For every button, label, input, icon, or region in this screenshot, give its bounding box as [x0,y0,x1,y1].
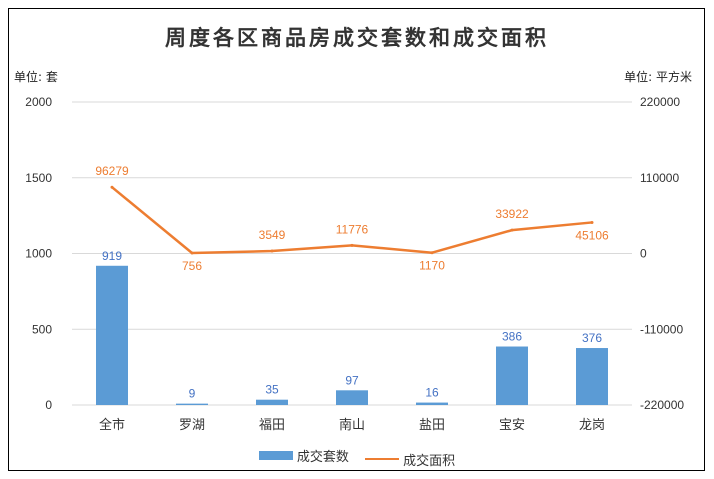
bar [416,402,448,405]
bar [336,390,368,405]
legend-bar-swatch [258,451,293,460]
chart-legend: 成交套数 成交面积 [0,446,714,469]
bar-value-label: 16 [425,386,439,400]
bar [576,348,608,405]
bar-value-label: 386 [502,330,522,344]
left-axis-unit: 单位: 套 [14,70,58,84]
line-value-label: 11776 [336,222,369,236]
category-label: 龙岗 [579,418,605,433]
left-tick-label: 1000 [25,247,52,261]
left-tick-label: 1500 [25,171,52,185]
bar-value-label: 35 [265,383,279,397]
category-label: 宝安 [499,418,525,433]
bar-value-label: 9 [189,387,196,401]
category-label: 罗湖 [179,418,205,433]
legend-item-bar: 成交套数 [258,446,349,465]
bar-value-label: 919 [102,249,122,263]
bar [96,265,128,405]
left-tick-label: 0 [45,398,52,412]
legend-item-line: 成交面积 [365,450,455,469]
line-point [510,228,514,232]
chart-title: 周度各区商品房成交套数和成交面积 [165,25,549,50]
category-label: 南山 [339,417,365,433]
category-label: 福田 [259,418,285,433]
right-axis-unit: 单位: 平方米 [624,70,692,84]
bar-value-label: 97 [345,373,359,387]
right-tick-label: 0 [640,247,647,261]
category-label: 盐田 [419,418,445,433]
legend-line-label: 成交面积 [403,453,456,469]
line-point [430,251,434,255]
right-tick-label: 220000 [640,95,680,109]
line-point [590,220,594,224]
line-value-label: 3549 [259,228,286,242]
line-point [350,243,354,247]
left-tick-label: 2000 [25,95,52,109]
bar [256,399,288,405]
legend-bar-label: 成交套数 [296,450,349,465]
bar [176,403,208,405]
line-point [110,185,114,189]
left-tick-label: 500 [32,322,52,336]
line-point [190,251,194,255]
category-label: 全市 [99,417,125,433]
right-tick-label: -110000 [640,322,683,336]
right-tick-label: 110000 [640,171,679,185]
line-value-label: 756 [182,259,202,273]
line-value-label: 1170 [419,259,445,273]
bar-value-label: 376 [582,331,602,345]
bar [496,346,528,405]
line-point [270,249,274,253]
right-tick-label: -220000 [640,398,684,412]
line-value-label: 33922 [495,207,529,221]
line-value-label: 96279 [95,164,129,178]
line-value-label: 45106 [575,228,609,242]
legend-line-swatch [365,458,400,460]
